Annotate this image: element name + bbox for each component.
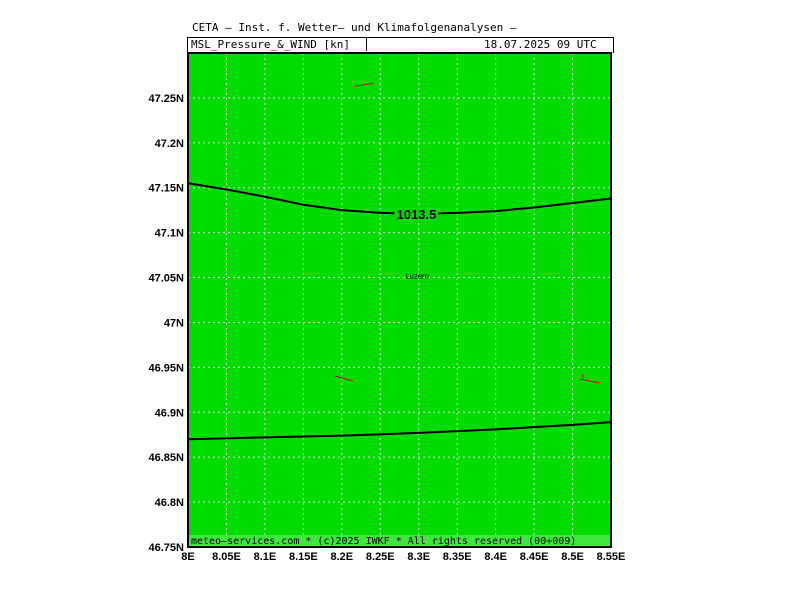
wind-barb bbox=[579, 378, 600, 384]
lon-tick-label: 8.4E bbox=[484, 551, 507, 563]
lat-tick-label: 46.85N bbox=[149, 452, 185, 464]
product-label: MSL_Pressure_&_WIND [kn] bbox=[191, 38, 350, 51]
map-background bbox=[188, 53, 611, 547]
wind-barb bbox=[334, 375, 353, 382]
city-label: Luzern bbox=[406, 273, 429, 281]
longitude-tick-labels: 8E 8.05E 8.1E 8.15E 8.2E 8.25E 8.3E 8.35E 8.4E 8.… bbox=[181, 551, 625, 563]
footer-bar bbox=[188, 535, 611, 547]
lon-tick-label: 8.35E bbox=[443, 551, 472, 563]
isobar-line bbox=[187, 421, 612, 441]
wind-barbs bbox=[334, 82, 600, 384]
lon-tick-label: 8.15E bbox=[289, 551, 318, 563]
lat-tick-label: 47.1N bbox=[155, 228, 184, 240]
lon-tick-label: 8.25E bbox=[366, 551, 395, 563]
lat-tick-label: 46.75N bbox=[149, 542, 185, 554]
lon-tick-label: 8.05E bbox=[212, 551, 241, 563]
map-frame bbox=[187, 52, 612, 548]
isobars: 1013.5 bbox=[187, 182, 612, 441]
lon-tick-label: 8.2E bbox=[330, 551, 353, 563]
lon-tick-label: 8.45E bbox=[520, 551, 549, 563]
lat-tick-label: 47.15N bbox=[149, 183, 185, 195]
copyright-footer: meteo—services.com * (c)2025 IWKF * All … bbox=[191, 536, 576, 547]
lon-tick-label: 8.1E bbox=[254, 551, 277, 563]
lat-tick-label: 46.9N bbox=[155, 407, 184, 419]
lat-lon-grid bbox=[188, 53, 611, 547]
header-box bbox=[187, 37, 614, 53]
wind-barb bbox=[353, 82, 374, 87]
isobar-label-bg bbox=[394, 205, 439, 222]
chart-header-title: CETA — Inst. f. Wetter— und Klimafolgena… bbox=[192, 21, 517, 34]
lat-tick-label: 47.25N bbox=[149, 93, 185, 105]
lat-tick-label: 47.2N bbox=[155, 138, 184, 150]
valid-time: 18.07.2025 09 UTC bbox=[484, 38, 597, 51]
lat-tick-label: 47N bbox=[164, 317, 184, 329]
lat-tick-label: 46.8N bbox=[155, 497, 184, 509]
lon-tick-label: 8E bbox=[181, 551, 194, 563]
lon-tick-label: 8.5E bbox=[561, 551, 584, 563]
wind-barb-flag bbox=[581, 373, 584, 381]
latitude-tick-labels: 47.25N 47.2N 47.15N 47.1N 47.05N 47N 46.95N 46.… bbox=[149, 93, 185, 554]
isobar-label: 1013.5 bbox=[397, 207, 437, 222]
product-box bbox=[187, 37, 367, 51]
lon-tick-label: 8.55E bbox=[597, 551, 626, 563]
lon-tick-label: 8.3E bbox=[407, 551, 430, 563]
lat-tick-label: 46.95N bbox=[149, 362, 185, 374]
lat-tick-label: 47.05N bbox=[149, 273, 185, 285]
city-labels: Luzern bbox=[406, 273, 429, 281]
